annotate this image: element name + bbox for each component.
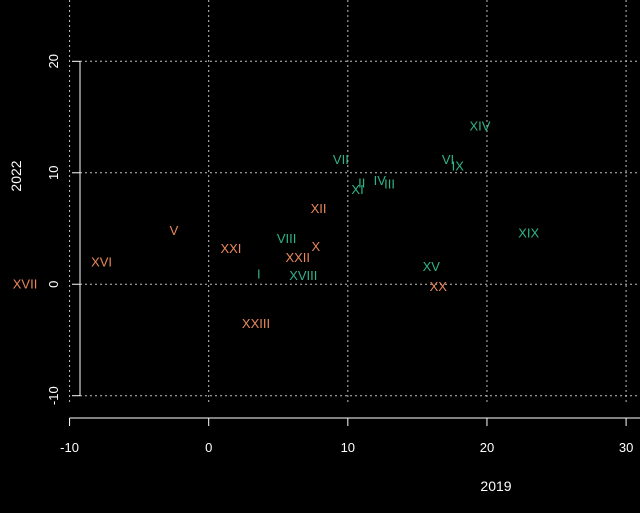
tick-labels: -10 0 10 20 -10 0 10 20 30: [46, 54, 633, 455]
data-point-label: XI: [351, 182, 363, 197]
data-point-label: XIX: [518, 225, 539, 240]
data-point-label: II: [358, 175, 365, 190]
x-tick-label: 0: [205, 440, 212, 455]
data-point-label: I: [257, 267, 261, 282]
y-axis-label: 2022: [8, 160, 24, 191]
data-point-label: V: [170, 223, 179, 238]
data-point-label: VII: [333, 152, 349, 167]
data-point-label: VIII: [277, 231, 297, 246]
grid-lines: [69, 0, 640, 404]
x-tick-label: -10: [60, 440, 79, 455]
data-point-label: VI: [442, 152, 454, 167]
data-point-label: XXIII: [242, 316, 270, 331]
data-point-label: IV: [374, 173, 387, 188]
data-point-label: X: [311, 239, 320, 254]
data-point-label: XV: [423, 259, 441, 274]
x-axis-label: 2019: [480, 478, 511, 494]
y-tick-label: -10: [46, 386, 61, 405]
data-point-label: XVIII: [289, 268, 317, 283]
x-tick-label: 20: [480, 440, 494, 455]
data-point-label: XVII: [13, 277, 38, 292]
data-point-label: III: [384, 176, 395, 191]
y-tick-label: 0: [46, 281, 61, 288]
data-point-label: XX: [430, 279, 448, 294]
data-point-label: XII: [311, 201, 327, 216]
data-point-label: XVI: [91, 254, 112, 269]
axes: [69, 60, 640, 426]
y-tick-label: 20: [46, 54, 61, 68]
data-point-label: XIV: [470, 118, 491, 133]
data-point-label: XXII: [285, 250, 310, 265]
data-point-label: IX: [452, 159, 465, 174]
data-point-label: XXI: [220, 241, 241, 256]
y-tick-label: 10: [46, 166, 61, 180]
x-tick-label: 10: [341, 440, 355, 455]
x-tick-label: 30: [619, 440, 633, 455]
